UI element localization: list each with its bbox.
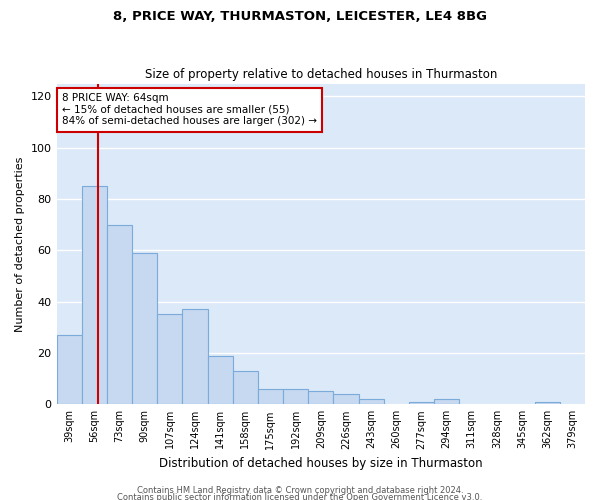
Text: Contains HM Land Registry data © Crown copyright and database right 2024.: Contains HM Land Registry data © Crown c… — [137, 486, 463, 495]
Bar — [182, 310, 208, 404]
Bar — [359, 399, 383, 404]
Bar — [434, 399, 459, 404]
Bar — [535, 402, 560, 404]
Bar — [308, 392, 334, 404]
Bar — [82, 186, 107, 404]
Title: Size of property relative to detached houses in Thurmaston: Size of property relative to detached ho… — [145, 68, 497, 81]
Bar — [56, 335, 82, 404]
Bar — [409, 402, 434, 404]
Bar — [258, 389, 283, 404]
Bar — [283, 389, 308, 404]
Bar — [157, 314, 182, 404]
Bar — [132, 253, 157, 404]
X-axis label: Distribution of detached houses by size in Thurmaston: Distribution of detached houses by size … — [159, 457, 482, 470]
Bar — [208, 356, 233, 405]
Text: 8 PRICE WAY: 64sqm
← 15% of detached houses are smaller (55)
84% of semi-detache: 8 PRICE WAY: 64sqm ← 15% of detached hou… — [62, 93, 317, 126]
Bar — [233, 371, 258, 404]
Text: 8, PRICE WAY, THURMASTON, LEICESTER, LE4 8BG: 8, PRICE WAY, THURMASTON, LEICESTER, LE4… — [113, 10, 487, 23]
Y-axis label: Number of detached properties: Number of detached properties — [15, 156, 25, 332]
Bar — [107, 224, 132, 404]
Text: Contains public sector information licensed under the Open Government Licence v3: Contains public sector information licen… — [118, 494, 482, 500]
Bar — [334, 394, 359, 404]
